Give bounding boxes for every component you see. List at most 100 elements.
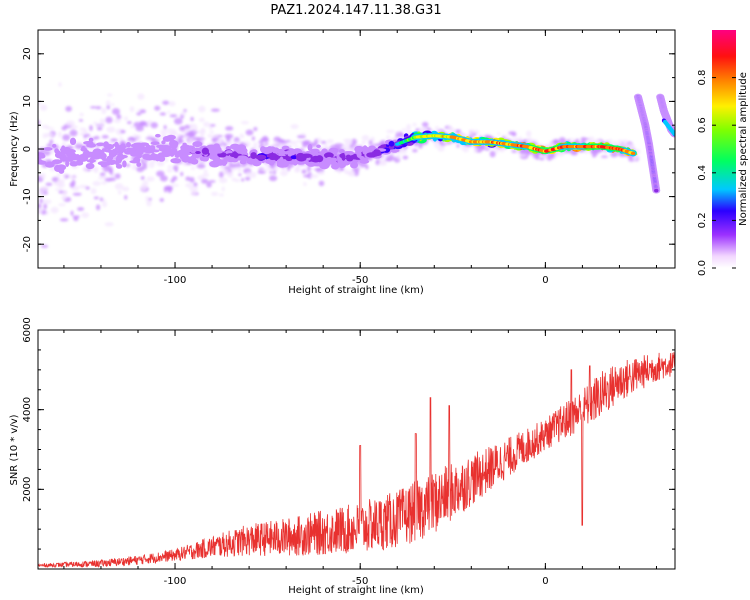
noise-blob xyxy=(223,172,230,175)
ridge-blob xyxy=(255,154,267,160)
noise-blob xyxy=(106,105,110,110)
noise-blob xyxy=(185,135,190,139)
noise-blob xyxy=(238,173,242,177)
colorbar-tick-label: 0.2 xyxy=(697,212,708,228)
noise-blob xyxy=(136,165,145,173)
noise-blob xyxy=(351,138,357,145)
noise-blob xyxy=(206,182,212,188)
noise-blob xyxy=(296,139,303,143)
x-tick-label: -50 xyxy=(352,576,368,587)
ridge-blob xyxy=(316,144,321,149)
ridge-blob xyxy=(182,152,189,159)
ridge-blob xyxy=(233,152,239,159)
noise-blob xyxy=(610,151,618,158)
noise-blob xyxy=(302,140,311,145)
noise-blob xyxy=(45,182,53,187)
noise-blob xyxy=(225,126,234,131)
noise-blob xyxy=(49,139,54,144)
noise-blob xyxy=(402,155,409,160)
y-tick-label: 10 xyxy=(22,95,33,108)
noise-blob xyxy=(109,177,116,182)
noise-blob xyxy=(65,105,72,112)
y-tick-label: -20 xyxy=(22,236,33,252)
ridge-blob xyxy=(80,157,87,161)
noise-blob xyxy=(203,121,210,127)
ridge-blob xyxy=(281,160,289,168)
ridge-blob xyxy=(96,142,105,147)
noise-blob xyxy=(246,171,250,177)
noise-blob xyxy=(70,210,74,216)
ridge-blob xyxy=(126,147,136,152)
noise-blob xyxy=(208,180,216,183)
noise-blob xyxy=(81,212,90,218)
ridge-blob xyxy=(44,161,55,168)
ridge-blob xyxy=(134,149,144,156)
noise-blob xyxy=(511,132,517,137)
noise-blob xyxy=(180,171,184,177)
ridge-blob xyxy=(53,164,63,173)
ridge-blob xyxy=(311,155,321,163)
noise-blob xyxy=(168,101,176,107)
ridge-blob xyxy=(85,149,90,157)
noise-blob xyxy=(185,183,194,188)
noise-blob xyxy=(146,199,152,207)
noise-blob xyxy=(554,138,559,144)
ridge-blob xyxy=(325,156,333,163)
ridge-blob xyxy=(367,145,377,152)
noise-blob xyxy=(198,105,206,113)
noise-blob xyxy=(40,244,49,248)
noise-blob xyxy=(167,111,171,114)
noise-blob xyxy=(201,178,209,184)
noise-blob xyxy=(418,143,423,149)
noise-blob xyxy=(106,126,116,133)
noise-blob xyxy=(526,137,533,145)
noise-blob xyxy=(313,168,323,171)
noise-blob xyxy=(176,133,181,137)
y-tick-label: 20 xyxy=(22,47,33,60)
noise-blob xyxy=(546,155,553,161)
noise-blob xyxy=(113,118,121,123)
noise-blob xyxy=(127,121,132,125)
ridge-blob xyxy=(195,151,201,155)
ridge-blob xyxy=(65,159,70,168)
noise-blob xyxy=(193,182,198,187)
noise-blob xyxy=(245,176,251,181)
ridge-blob xyxy=(161,140,166,145)
noise-blob xyxy=(114,173,121,179)
noise-blob xyxy=(125,163,131,168)
noise-blob xyxy=(346,147,356,152)
ridge-blob xyxy=(120,143,126,148)
ridge-blob xyxy=(169,139,176,145)
noise-blob xyxy=(109,168,113,176)
noise-blob xyxy=(276,142,284,146)
noise-blob xyxy=(554,154,558,159)
noise-blob xyxy=(253,127,258,131)
noise-blob xyxy=(519,149,528,155)
ridge-blob xyxy=(328,147,339,154)
noise-blob xyxy=(238,167,242,173)
noise-blob xyxy=(163,125,167,130)
noise-blob xyxy=(190,167,196,170)
noise-blob xyxy=(253,142,258,149)
noise-blob xyxy=(386,129,395,134)
noise-blob xyxy=(122,186,130,192)
noise-blob xyxy=(240,121,249,125)
ridge-blob xyxy=(190,158,199,165)
ridge-blob xyxy=(151,149,160,153)
ridge-blob xyxy=(63,156,69,162)
colorbar-tick-label: 0.4 xyxy=(697,165,708,181)
ridge-blob xyxy=(139,142,150,147)
ridge-blob xyxy=(170,158,182,164)
noise-blob xyxy=(468,129,474,135)
noise-blob xyxy=(221,186,225,192)
noise-blob xyxy=(326,139,334,144)
noise-blob xyxy=(218,171,224,178)
noise-blob xyxy=(139,109,147,114)
noise-blob xyxy=(526,130,532,138)
noise-blob xyxy=(79,112,84,117)
ridge-blob xyxy=(103,141,109,149)
noise-blob xyxy=(71,179,76,187)
noise-blob xyxy=(435,126,440,130)
noise-blob xyxy=(190,116,194,122)
